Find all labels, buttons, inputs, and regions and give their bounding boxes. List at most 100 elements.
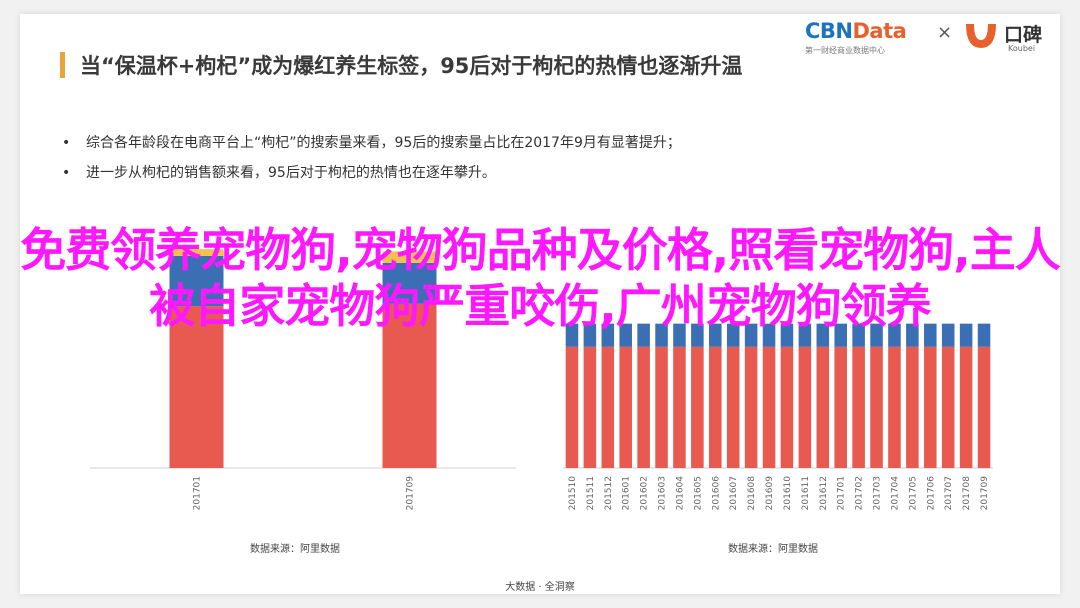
overlay-watermark-text: 免费领养宠物狗,宠物狗品种及价格,照看宠物狗,主人被自家宠物狗严重咬伤,广州宠物… (20, 223, 1060, 333)
bar-segment-201603-0 (655, 346, 668, 468)
x-tick-label: 201707 (944, 476, 954, 510)
bar-segment-201708-1 (959, 323, 973, 347)
x-tick-label: 201605 (693, 476, 703, 510)
bar-segment-201709-2 (977, 302, 991, 324)
bar-segment-201709-0 (977, 346, 991, 468)
bar-segment-201604-1 (673, 323, 686, 347)
bar-segment-201705-2 (906, 302, 919, 324)
bar-segment-201704-0 (888, 346, 901, 468)
bar-segment-201601-2 (619, 302, 632, 324)
bar-segment-201611-1 (798, 323, 812, 347)
bar-segment-201706-0 (924, 346, 937, 468)
bar-segment-201608-2 (744, 302, 758, 324)
bar-segment-201605-1 (691, 323, 704, 347)
bar-segment-201701-1 (169, 255, 224, 307)
x-tick-label: 201702 (855, 476, 865, 510)
bar-segment-201702-2 (852, 302, 865, 324)
bar-segment-201601-1 (619, 323, 632, 347)
x-tick-label: 201607 (729, 476, 739, 510)
bar-segment-201605-0 (691, 346, 704, 468)
bar-segment-201609-2 (762, 302, 776, 324)
left-chart-source: 数据来源：阿里数据 (250, 544, 340, 555)
x-tick-label: 201706 (926, 476, 936, 511)
bar-segment-201602-1 (637, 323, 650, 347)
bar-segment-201702-0 (852, 346, 865, 468)
koubei-smile-icon (966, 24, 996, 48)
cbndata-logo-main: CBN (805, 19, 853, 43)
x-tick-label: 201609 (765, 476, 775, 511)
bar-segment-201608-1 (744, 323, 758, 347)
koubei-logo-text: 口碑 (1004, 24, 1043, 46)
x-tick-label: 201703 (873, 476, 883, 510)
koubei-logo-subtitle: Koubei (1008, 44, 1036, 53)
x-tick-label: 201608 (747, 476, 757, 511)
bar-segment-201606-2 (709, 302, 722, 324)
bar-segment-201701-2 (834, 302, 847, 324)
right-stacked-bar-chart: 201510 201511 201512 201601 201602 201603 2016… (563, 302, 993, 511)
bar-segment-201603-2 (655, 302, 668, 324)
x-tick-label: 201701 (193, 476, 203, 510)
bar-segment-201703-0 (870, 346, 883, 468)
bar-segment-201707-2 (941, 302, 955, 324)
slide-footer: 大数据 · 全洞察 (505, 582, 575, 593)
x-tick-label: 201709 (406, 476, 416, 511)
cbndata-logo-subtitle: 第一财经商业数据中心 (805, 46, 885, 55)
bar-segment-201708-0 (959, 346, 973, 468)
bar-segment-201609-1 (762, 323, 776, 347)
bar-segment-201709-2 (382, 251, 437, 263)
bar-segment-201706-1 (924, 323, 937, 347)
bar-segment-201510-0 (565, 346, 579, 468)
left-stacked-bar-chart: 201701 201709 (90, 249, 516, 511)
bar-segment-201709-0 (382, 303, 437, 468)
x-tick-label: 201701 (837, 476, 847, 510)
bar-segment-201606-0 (709, 346, 722, 468)
bar-segment-201604-2 (673, 302, 686, 324)
bar-segment-201610-0 (780, 346, 794, 468)
bar-segment-201612-0 (816, 346, 830, 468)
bar-segment-201705-1 (906, 323, 919, 347)
bar-segment-201709-1 (382, 262, 437, 304)
bar-segment-201611-2 (798, 302, 812, 324)
bar-segment-201607-2 (726, 302, 740, 324)
bar-segment-201602-2 (637, 302, 650, 324)
bar-segment-201704-2 (888, 302, 901, 324)
bar-segment-201611-0 (798, 346, 812, 468)
bar-segment-201608-0 (744, 346, 758, 468)
bar-segment-201707-0 (941, 346, 955, 468)
bar-segment-201612-2 (816, 302, 830, 324)
bar-segment-201510-2 (565, 302, 579, 324)
right-chart-source: 数据来源：阿里数据 (728, 544, 818, 555)
bar-segment-201604-0 (673, 346, 686, 468)
x-tick-label: 201606 (711, 476, 721, 511)
bar-segment-201512-0 (601, 346, 615, 468)
x-tick-label: 201708 (962, 476, 972, 511)
cbndata-logo: CBNData (805, 19, 907, 43)
bar-segment-201601-0 (619, 346, 632, 468)
x-tick-label: 201709 (980, 476, 990, 511)
bar-segment-201701-1 (834, 323, 847, 347)
bar-segment-201512-2 (601, 302, 615, 324)
bar-segment-201511-2 (583, 302, 597, 324)
bar-segment-201703-2 (870, 302, 883, 324)
x-tick-label: 201603 (658, 476, 668, 510)
x-tick-label: 201601 (622, 476, 632, 510)
bar-segment-201702-1 (852, 323, 865, 347)
bar-segment-201610-2 (780, 302, 794, 324)
bar-segment-201612-1 (816, 323, 830, 347)
x-tick-label: 201511 (586, 476, 596, 510)
bar-segment-201705-0 (906, 346, 919, 468)
x-tick-label: 201704 (890, 476, 900, 511)
bar-segment-201703-1 (870, 323, 883, 347)
bar-segment-201602-0 (637, 346, 650, 468)
bar-segment-201511-1 (583, 323, 597, 347)
x-tick-label: 201602 (640, 476, 650, 510)
cbndata-logo-accent: Data (852, 19, 907, 43)
bar-segment-201609-0 (762, 346, 776, 468)
bar-segment-201511-0 (583, 346, 597, 468)
bar-segment-201606-1 (709, 323, 722, 347)
bar-segment-201704-1 (888, 323, 901, 347)
slide-title: 当“保温杯+枸杞”成为爆红养生标签，95后对于枸杞的热情也逐渐升温 (80, 54, 743, 78)
x-tick-label: 201611 (801, 476, 811, 510)
bar-segment-201610-1 (780, 323, 794, 347)
bar-segment-201708-2 (959, 302, 973, 324)
